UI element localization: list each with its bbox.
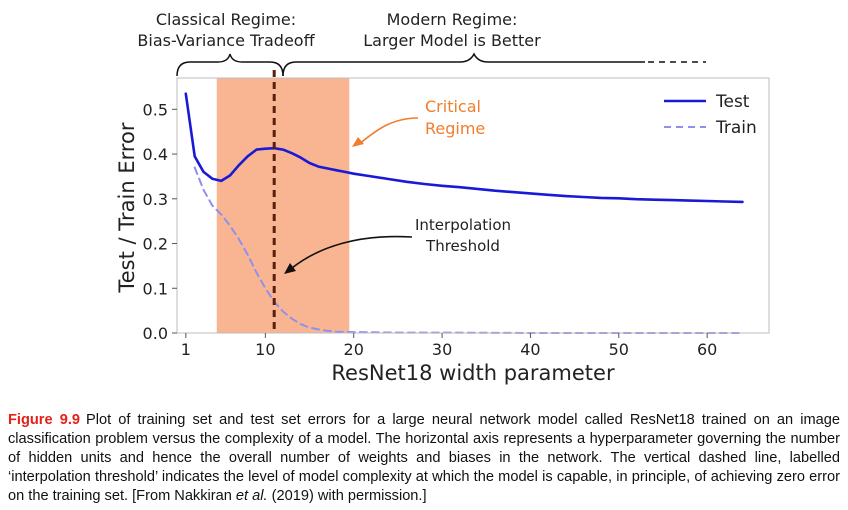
critical-regime-arrow [357, 117, 419, 146]
resnet-error-chart: Classical Regime: Bias-Variance Tradeoff M… [115, 10, 770, 385]
critical-regime-label: Regime [425, 119, 485, 138]
interpolation-arrowhead [284, 263, 296, 274]
x-tick-label: 1 [181, 340, 191, 359]
x-tick-label: 30 [432, 340, 452, 359]
modern-regime-label: Larger Model is Better [363, 31, 541, 50]
legend-label-train: Train [715, 118, 757, 138]
caption-text: Plot of training set and test set errors… [8, 412, 841, 504]
axes: 1 10 20 30 40 50 60 0.0 0.1 0.2 0.3 0.4 0.5 [143, 100, 718, 359]
y-tick-label: 0.5 [143, 100, 168, 119]
y-tick-label: 0.3 [143, 190, 168, 209]
legend: Test Train [664, 92, 757, 138]
x-tick-label: 40 [520, 340, 540, 359]
classical-regime-label: Classical Regime: [156, 10, 296, 29]
modern-regime-brace [282, 52, 645, 77]
y-axis-label: Test / Train Error [115, 122, 139, 293]
critical-regime-label: Critical [425, 97, 481, 116]
x-tick-label: 50 [609, 340, 629, 359]
regime-annotations: Classical Regime: Bias-Variance Tradeoff M… [137, 10, 706, 77]
caption-citation-end: (2019) with permission.] [267, 488, 427, 504]
y-tick-label: 0.0 [143, 324, 168, 343]
plot-frame [176, 77, 770, 334]
caption-citation-italic: et al. [235, 488, 268, 504]
critical-regime-band [216, 78, 350, 333]
y-tick-label: 0.2 [143, 235, 168, 254]
interpolation-threshold-label: Threshold [425, 237, 500, 255]
figure-number: Figure 9.9 [8, 412, 80, 428]
classical-regime-brace [176, 53, 284, 77]
series-line-test [184, 92, 744, 204]
x-tick-label: 10 [255, 340, 275, 359]
interpolation-threshold-label: Interpolation [415, 216, 511, 234]
y-tick-label: 0.4 [143, 145, 168, 164]
x-tick-label: 20 [344, 340, 364, 359]
x-axis-label: ResNet18 width parameter [331, 361, 615, 385]
plot-annotations: Critical Regime Interpolation Threshold [284, 97, 511, 274]
critical-regime-region [216, 78, 350, 333]
x-tick-label: 60 [697, 340, 717, 359]
y-tick-label: 0.1 [143, 279, 168, 298]
legend-label-test: Test [715, 92, 750, 112]
modern-regime-label: Modern Regime: [387, 10, 518, 29]
critical-regime-arrowhead [352, 137, 364, 147]
interpolation-arrow [291, 235, 413, 269]
figure-caption: Figure 9.9 Plot of training set and test … [8, 411, 840, 506]
classical-regime-label: Bias-Variance Tradeoff [137, 31, 315, 50]
